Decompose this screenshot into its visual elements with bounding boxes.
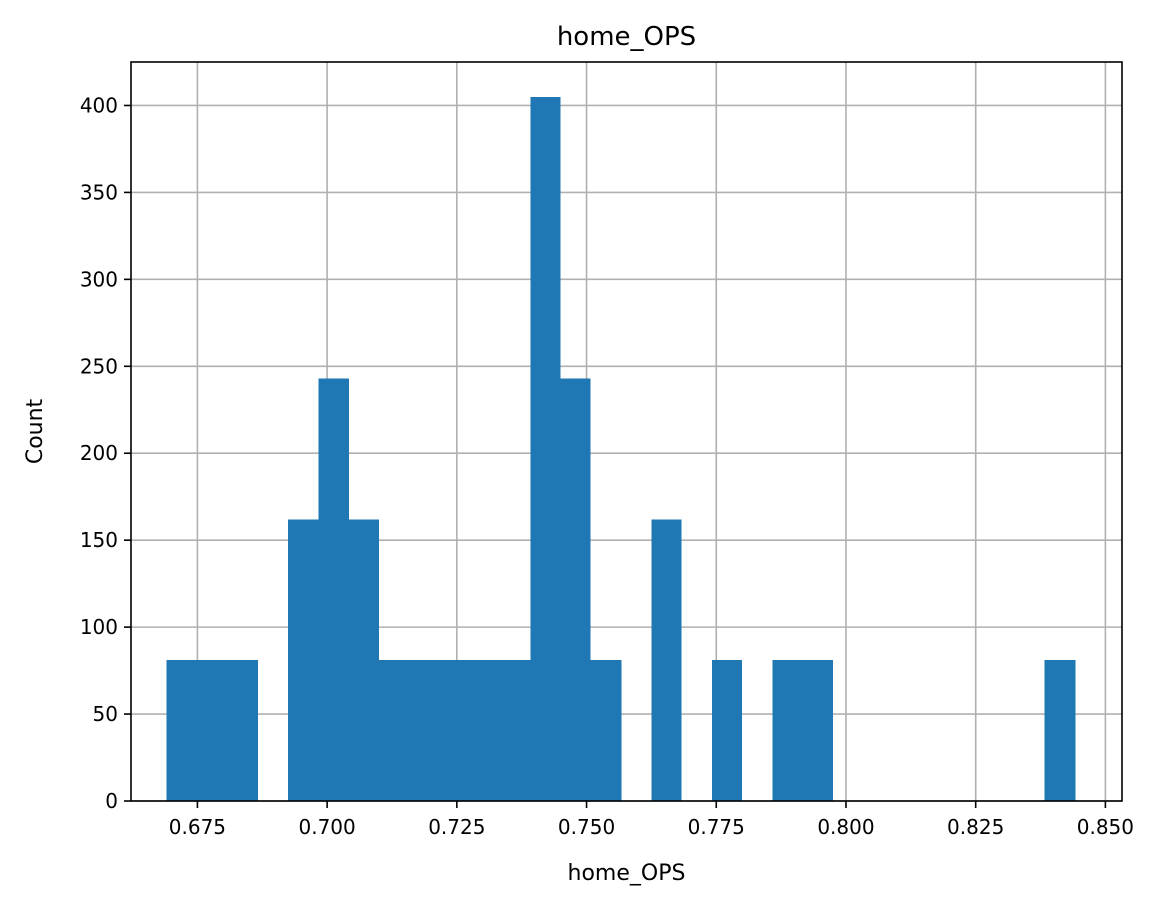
- y-tick-label: 50: [93, 702, 118, 726]
- x-tick-label: 0.800: [817, 815, 874, 839]
- histogram-bar: [409, 660, 440, 801]
- histogram-bar: [197, 660, 228, 801]
- x-axis-ticks: 0.675 0.700 0.725 0.750 0.775 0.800 0.825 0.850: [169, 801, 1134, 839]
- histogram-bar: [1044, 660, 1076, 801]
- y-tick-label: 200: [80, 441, 118, 465]
- x-tick-label: 0.750: [558, 815, 615, 839]
- histogram-bar: [227, 660, 259, 801]
- y-tick-label: 0: [105, 789, 118, 813]
- histogram-bar: [560, 378, 591, 801]
- x-tick-label: 0.825: [947, 815, 1004, 839]
- x-axis-label: home_OPS: [568, 861, 686, 886]
- grid-lines: [131, 62, 1122, 802]
- x-tick-label: 0.725: [428, 815, 485, 839]
- histogram-bar: [318, 378, 349, 801]
- y-axis-ticks: 0 50 100 150 200 250 300 350 400: [80, 93, 131, 813]
- histogram-bar: [469, 660, 500, 801]
- histogram-bar: [772, 660, 803, 801]
- histogram-bars: [166, 96, 1076, 801]
- histogram-bar: [590, 660, 622, 801]
- y-tick-label: 400: [80, 93, 118, 117]
- y-tick-label: 100: [80, 615, 118, 639]
- y-tick-label: 300: [80, 267, 118, 291]
- histogram-bar: [530, 96, 561, 801]
- histogram-bar: [439, 660, 470, 801]
- y-tick-label: 350: [80, 180, 118, 204]
- y-axis-label: Count: [23, 398, 48, 464]
- x-tick-label: 0.775: [688, 815, 745, 839]
- histogram-bar: [499, 660, 531, 801]
- chart-title: home_OPS: [557, 22, 696, 52]
- histogram-bar: [288, 519, 319, 801]
- histogram-bar: [166, 660, 198, 801]
- plot-frame: [130, 61, 1123, 802]
- x-tick-label: 0.850: [1077, 815, 1134, 839]
- y-tick-label: 150: [80, 528, 118, 552]
- histogram-bar: [802, 660, 834, 801]
- x-tick-label: 0.700: [298, 815, 355, 839]
- x-tick-label: 0.675: [169, 815, 226, 839]
- y-tick-label: 250: [80, 354, 118, 378]
- histogram-bar: [379, 660, 410, 801]
- histogram-bar: [651, 519, 682, 801]
- histogram-bar: [348, 519, 380, 801]
- histogram-bar: [712, 660, 743, 801]
